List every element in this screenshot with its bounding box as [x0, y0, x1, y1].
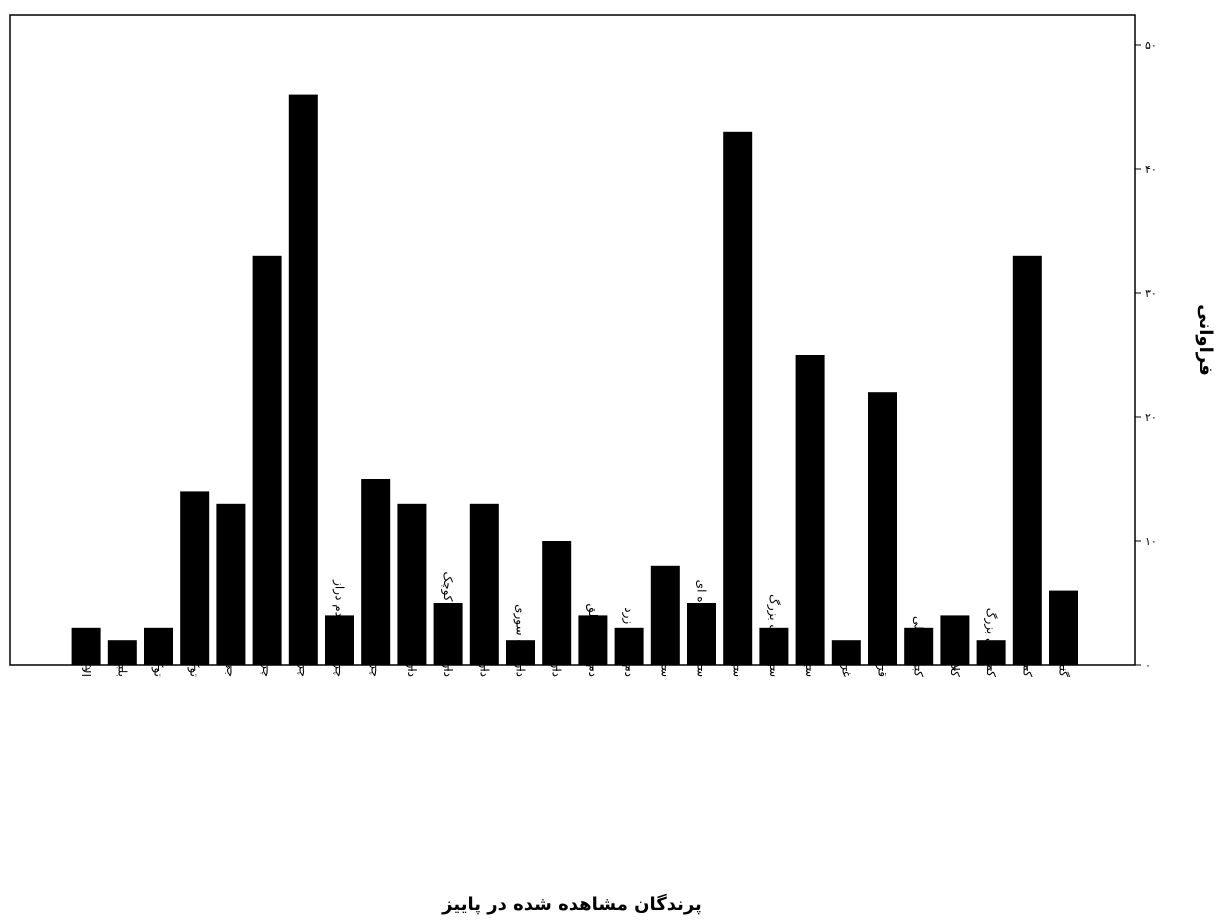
category-label: کمرکلی جنگلی — [1019, 603, 1034, 678]
category-label: دم جنبانک ابلق — [585, 604, 600, 677]
y-tick-label: ۳۰ — [1145, 287, 1157, 300]
bar — [469, 503, 499, 665]
category-label: دارکوب خالدار بزرگ — [404, 575, 419, 677]
x-axis-label: پرندگان مشاهده شده در پاییز — [441, 893, 702, 915]
bar — [288, 94, 318, 666]
y-axis-label: فراوانی — [1195, 304, 1216, 375]
bar — [940, 615, 970, 665]
y-tick-label: ۴۰ — [1145, 163, 1157, 176]
bar — [759, 627, 789, 665]
y-axis: ۰ ۱۰ ۲۰ ۳۰ ۴۰ ۵۰ — [1135, 39, 1157, 672]
bar — [1012, 255, 1042, 666]
bar — [614, 627, 644, 665]
bar — [831, 640, 861, 665]
category-label: گنجشک جنگلی — [1057, 603, 1071, 677]
category-label: دارکوب سوری — [513, 604, 528, 677]
bar — [252, 255, 282, 666]
y-tick-label: ۲۰ — [1145, 411, 1157, 424]
category-label: چرخ ریسک بزرگ — [259, 591, 274, 678]
y-tick-label: ۱۰ — [1145, 535, 1157, 548]
bar — [216, 503, 246, 665]
bar — [687, 603, 716, 665]
category-label: جی جاق — [224, 635, 238, 677]
category-label: الاکلنگی — [79, 637, 93, 677]
bar — [71, 627, 101, 665]
bar — [144, 627, 173, 665]
bars-group — [71, 94, 1078, 671]
bar — [361, 479, 391, 665]
bar — [180, 491, 210, 665]
bar — [650, 565, 680, 665]
category-label: توکا باغی — [151, 631, 166, 677]
bar — [795, 355, 825, 665]
bar — [506, 640, 535, 665]
category-label: کلاغ ابلق — [947, 632, 962, 677]
category-label: چرخ ریسک دم دراز — [332, 579, 347, 677]
category-label: قرقاول — [875, 641, 890, 677]
category-label: سهره نوک بزرگ — [766, 594, 781, 677]
bar — [433, 603, 463, 665]
category-label: سسک درخشنده ای — [694, 580, 709, 677]
category-label: توکا سیاه — [187, 631, 202, 677]
category-label: سینه سرخ — [802, 625, 817, 677]
bar — [904, 627, 934, 665]
category-labels-group: الاکلنگی بلبل توکا باغی توکا سیاه جی جاق چرخ … — [79, 570, 1070, 677]
bar — [542, 541, 572, 665]
category-label: چرخ ریسک سرآبی — [368, 584, 384, 677]
category-label: سهره جنگلی — [730, 613, 745, 677]
bar — [325, 615, 354, 665]
category-label: دارکوب سبز — [476, 614, 491, 677]
category-label: دارکوب خالدار کوچک — [440, 571, 455, 677]
bar — [1049, 590, 1078, 665]
y-tick-label: ۰ — [1145, 659, 1151, 672]
bar — [868, 392, 897, 665]
bar — [107, 640, 137, 665]
category-label: کبوتر جنگلی — [911, 616, 926, 677]
bar — [976, 640, 1006, 665]
category-label: دارکوب سیاه — [549, 612, 564, 677]
category-label: سسک جنبک جاف — [658, 589, 672, 677]
bar — [397, 503, 427, 665]
y-tick-label: ۵۰ — [1145, 39, 1157, 52]
category-label: کمرکلی بزرگ — [983, 608, 998, 678]
category-label: غراب — [838, 649, 853, 677]
plot-frame — [9, 14, 1136, 666]
bar — [578, 615, 608, 665]
bar — [723, 131, 753, 666]
category-label: دم جنبانک زرد — [621, 607, 636, 677]
category-label: چرخ ریسک سر سفید — [295, 570, 310, 677]
category-label: بلبل — [115, 657, 129, 677]
